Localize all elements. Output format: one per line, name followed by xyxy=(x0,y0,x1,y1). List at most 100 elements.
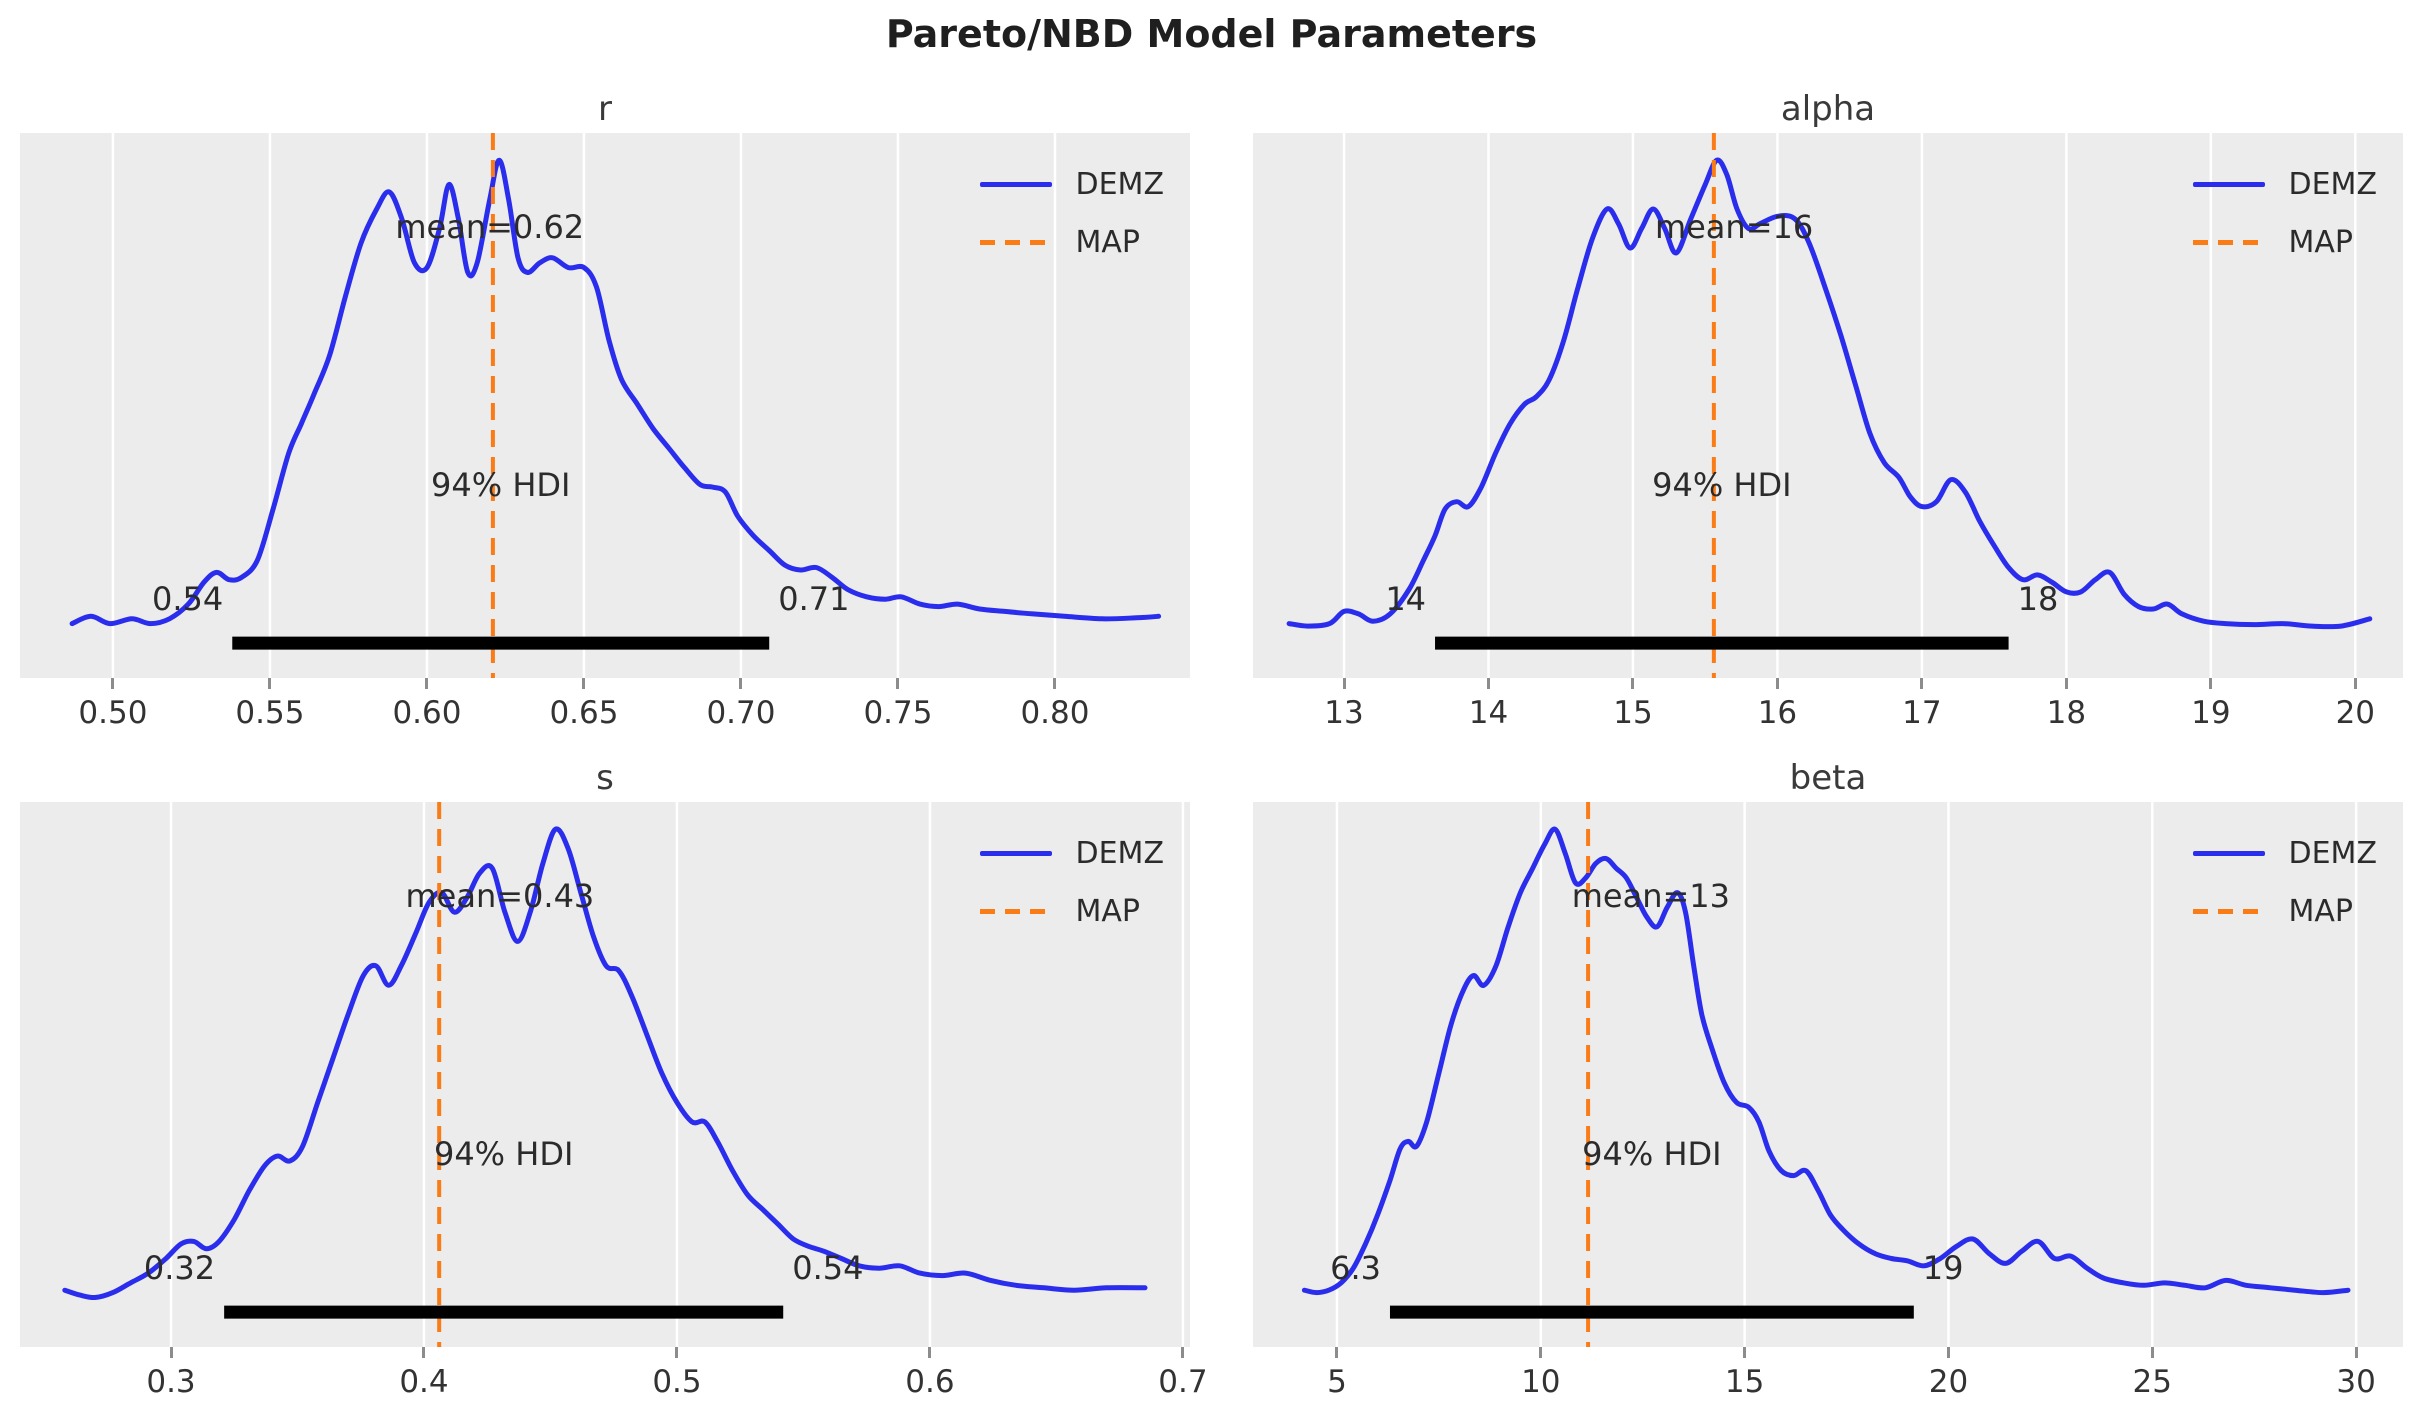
legend: DEMZ MAP xyxy=(979,155,1165,271)
x-tick-label: 25 xyxy=(2132,1364,2173,1400)
x-tick-mark xyxy=(2353,678,2357,689)
map-dashed-line-icon xyxy=(979,908,1052,914)
x-tick-mark xyxy=(675,1347,679,1358)
legend-label-demz: DEMZ xyxy=(2288,166,2378,202)
x-tick-label: 15 xyxy=(1613,695,1653,731)
x-tick-mark xyxy=(928,1347,932,1358)
legend-row-demz: DEMZ xyxy=(2192,824,2378,882)
subplot-r: r mean=0.62 94% HDI 0.54 0.71 DEMZ MAP 0… xyxy=(20,71,1190,766)
x-tick-label: 13 xyxy=(1324,695,1364,731)
demz-line-icon xyxy=(2192,850,2265,856)
legend: DEMZ MAP xyxy=(979,824,1165,940)
mean-annotation: mean=16 xyxy=(1654,207,1814,246)
x-tick-mark xyxy=(111,678,115,689)
demz-line-icon xyxy=(979,850,1052,856)
x-tick-label: 17 xyxy=(1902,695,1942,731)
x-tick-label: 20 xyxy=(1928,1364,1969,1400)
hdi-upper-value: 19 xyxy=(1922,1248,1964,1287)
plot-area: mean=0.62 94% HDI 0.54 0.71 DEMZ MAP xyxy=(20,133,1190,678)
x-tick-mark xyxy=(2354,1347,2358,1358)
x-tick-mark xyxy=(1335,1347,1339,1358)
legend-row-map: MAP xyxy=(979,882,1165,940)
x-tick-label: 14 xyxy=(1468,695,1509,731)
x-tick-mark xyxy=(1539,1347,1543,1358)
legend-row-demz: DEMZ xyxy=(2192,155,2378,213)
legend-label-map: MAP xyxy=(2288,893,2354,929)
x-tick-label: 0.70 xyxy=(706,695,776,731)
x-tick-label: 0.4 xyxy=(399,1364,449,1400)
x-tick-mark xyxy=(425,678,429,689)
legend-row-map: MAP xyxy=(2192,882,2378,940)
x-tick-mark xyxy=(1743,1347,1747,1358)
x-tick-label: 0.55 xyxy=(235,695,305,731)
x-tick-label: 0.60 xyxy=(392,695,462,731)
x-tick-label: 16 xyxy=(1757,695,1798,731)
hdi-lower-value: 0.54 xyxy=(152,579,224,618)
hdi-lower-value: 14 xyxy=(1385,579,1427,618)
x-tick-label: 10 xyxy=(1521,1364,1561,1400)
legend-label-map: MAP xyxy=(1075,224,1141,260)
legend-label-demz: DEMZ xyxy=(2288,835,2378,871)
map-dashed-line-icon xyxy=(2192,239,2265,245)
hdi-upper-value: 0.71 xyxy=(778,579,850,618)
x-tick-mark xyxy=(582,678,586,689)
legend: DEMZ MAP xyxy=(2192,155,2378,271)
legend-row-map: MAP xyxy=(979,213,1165,271)
legend-label-map: MAP xyxy=(1075,893,1141,929)
legend: DEMZ MAP xyxy=(2192,824,2378,940)
x-tick-label: 0.50 xyxy=(78,695,148,731)
x-tick-label: 0.6 xyxy=(905,1364,955,1400)
hdi-lower-value: 0.32 xyxy=(143,1248,216,1287)
x-tick-mark xyxy=(896,678,900,689)
kde-canvas xyxy=(1286,133,2373,678)
x-tick-mark xyxy=(1775,678,1779,689)
x-tick-mark xyxy=(1181,1347,1185,1358)
legend-label-map: MAP xyxy=(2288,224,2354,260)
x-tick-label: 5 xyxy=(1327,1364,1347,1400)
kde-curve xyxy=(1286,157,2373,630)
kde-canvas xyxy=(62,802,1185,1347)
kde-curve xyxy=(62,826,1148,1301)
subplot-title: beta xyxy=(1789,758,1867,798)
mean-annotation: mean=0.62 xyxy=(395,207,585,246)
subplot-s: s mean=0.43 94% HDI 0.32 0.54 DEMZ MAP 0… xyxy=(20,740,1208,1423)
hdi-annotation: 94% HDI xyxy=(1652,465,1792,504)
kde-canvas xyxy=(1301,802,2358,1347)
subplot-title: s xyxy=(596,758,614,798)
x-tick-label: 20 xyxy=(2335,695,2376,731)
hdi-lower-value: 6.3 xyxy=(1330,1248,1381,1287)
hdi-annotation: 94% HDI xyxy=(433,1134,574,1173)
subplot-alpha: alpha mean=16 94% HDI 14 18 DEMZ MAP 13 1… xyxy=(1253,71,2403,766)
x-tick-label: 18 xyxy=(2046,695,2087,731)
legend-label-demz: DEMZ xyxy=(1075,835,1165,871)
x-tick-mark xyxy=(2209,678,2213,689)
mean-annotation: mean=13 xyxy=(1571,876,1730,915)
demz-line-icon xyxy=(979,181,1052,187)
plot-area: mean=13 94% HDI 6.3 19 DEMZ MAP xyxy=(1253,802,2403,1347)
plot-area: mean=16 94% HDI 14 18 DEMZ MAP xyxy=(1253,133,2403,678)
x-tick-label: 0.7 xyxy=(1158,1364,1208,1400)
x-tick-mark xyxy=(268,678,272,689)
legend-label-demz: DEMZ xyxy=(1075,166,1165,202)
kde-canvas xyxy=(69,133,1162,678)
x-tick-mark xyxy=(1946,1347,1950,1358)
kde-curve xyxy=(1301,826,2351,1296)
x-tick-mark xyxy=(1631,678,1635,689)
x-tick-mark xyxy=(739,678,743,689)
plot-area: mean=0.43 94% HDI 0.32 0.54 DEMZ MAP xyxy=(20,802,1190,1347)
map-dashed-line-icon xyxy=(979,239,1052,245)
hdi-upper-value: 18 xyxy=(2017,579,2059,618)
x-tick-mark xyxy=(2064,678,2068,689)
x-tick-mark xyxy=(1053,678,1057,689)
hdi-annotation: 94% HDI xyxy=(431,465,571,504)
x-tick-mark xyxy=(2150,1347,2154,1358)
legend-row-map: MAP xyxy=(2192,213,2378,271)
x-tick-mark xyxy=(422,1347,426,1358)
x-tick-label: 0.3 xyxy=(146,1364,196,1400)
x-tick-mark xyxy=(1920,678,1924,689)
x-tick-label: 0.75 xyxy=(863,695,933,731)
kde-curve xyxy=(69,157,1162,627)
subplot-title: alpha xyxy=(1780,89,1876,129)
map-dashed-line-icon xyxy=(2192,908,2265,914)
